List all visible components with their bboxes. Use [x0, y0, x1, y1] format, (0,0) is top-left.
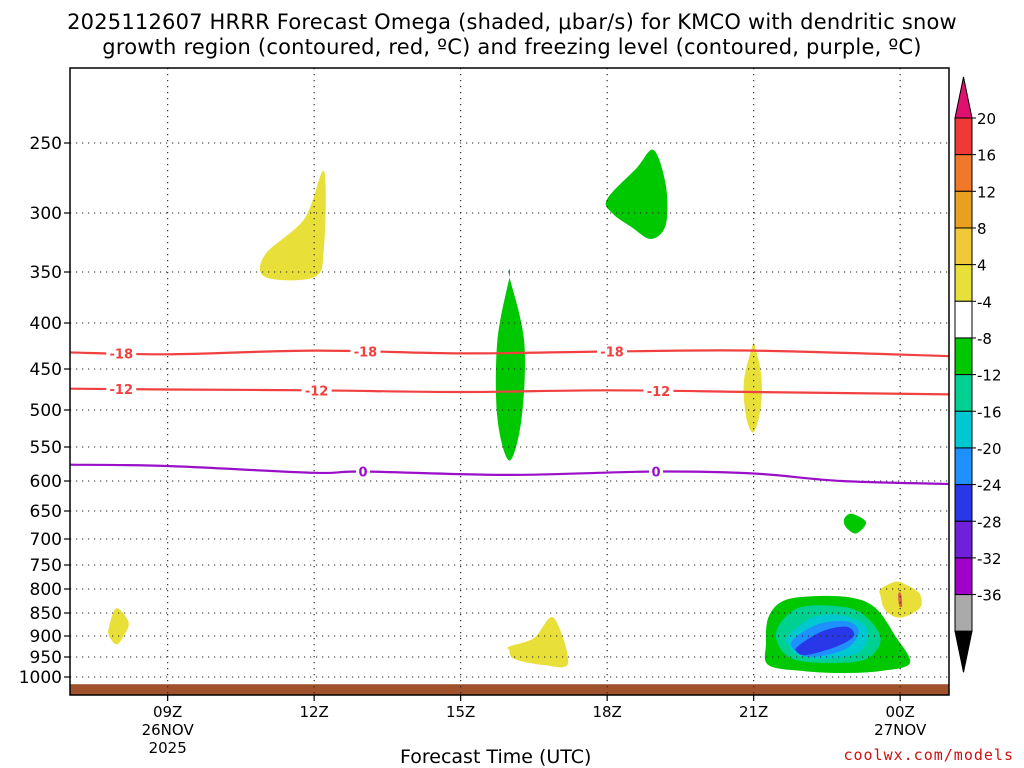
- colorbar-swatch-9: [954, 447, 973, 486]
- x-tick-label-18Z-0: 18Z: [592, 703, 621, 721]
- colorbar-swatch-11: [954, 520, 973, 559]
- ground-fill: [70, 684, 949, 695]
- contour-label-bg-dgz-minus-18-0: [106, 346, 137, 361]
- colorbar-label-4: 4: [977, 257, 987, 275]
- x-tick-label-15Z-0: 15Z: [446, 703, 475, 721]
- colorbar-label-5: -4: [977, 293, 992, 311]
- omega-region-upward-yellow-930hpa-16z: [507, 617, 569, 668]
- colorbar-swatch-0: [954, 117, 973, 156]
- y-tick-label-400: 400: [30, 314, 62, 334]
- contour-label-freezing-level-0: 0: [358, 465, 367, 480]
- colorbar-swatch-1: [954, 154, 973, 192]
- contour-label-bg-freezing-level-1: [649, 464, 663, 479]
- colorbar-label-13: -36: [977, 587, 1002, 605]
- colorbar-label-2: 12: [977, 183, 996, 201]
- y-tick-label-350: 350: [30, 263, 62, 283]
- chart-title-line-1: 2025112607 HRRR Forecast Omega (shaded, …: [67, 10, 957, 34]
- omega-region-downward-darkblue-22z: [795, 626, 855, 656]
- colorbar-swatch-4: [954, 264, 973, 302]
- colorbar-swatch-3: [954, 227, 973, 266]
- contour-label-dgz-minus-18-0: -18: [110, 347, 134, 362]
- x-tick-label-09Z-0: 09Z: [153, 703, 182, 721]
- colorbar-swatch-2: [954, 190, 973, 229]
- colorbar-label-11: -28: [977, 513, 1002, 531]
- contour-label-bg-dgz-minus-12-1: [301, 383, 332, 398]
- omega-colorbar: 20 16 12 8 4 -4 -8 -12 -16 -20 -24 -28 -32 -36: [954, 76, 1002, 673]
- colorbar-bottom-arrow: [954, 630, 973, 673]
- colorbar-label-8: -16: [977, 403, 1002, 421]
- credit-text: coolwx.com/models: [843, 746, 1014, 764]
- x-tick-label-21Z-0: 21Z: [739, 703, 768, 721]
- x-tick-label-09Z-1: 26NOV: [142, 721, 195, 739]
- contour-label-bg-freezing-level-0: [356, 464, 370, 479]
- x-tick-label-00Z-1: 27NOV: [874, 721, 927, 739]
- omega-shading-layer: [108, 149, 922, 673]
- colorbar-label-0: 20: [977, 110, 996, 128]
- colorbar-label-6: -8: [977, 330, 992, 348]
- contour-label-bg-dgz-minus-12-0: [106, 382, 137, 397]
- y-tick-label-450: 450: [30, 360, 62, 380]
- colorbar-swatch-7: [954, 374, 973, 412]
- y-tick-label-650: 650: [30, 502, 62, 522]
- ground-layer: [70, 684, 949, 695]
- omega-region-downward-green-675hpa: [843, 513, 867, 534]
- gridlines: [70, 68, 949, 695]
- y-tick-label-750: 750: [30, 556, 62, 576]
- y-tick-label-300: 300: [30, 204, 62, 224]
- contour-label-dgz-minus-18-1: -18: [354, 346, 378, 361]
- contour-dgz-minus-18: [69, 349, 950, 358]
- y-tick-label-550: 550: [30, 438, 62, 458]
- colorbar-label-10: -24: [977, 477, 1002, 495]
- colorbar-swatch-12: [954, 557, 973, 596]
- y-tick-label-700: 700: [30, 530, 62, 550]
- contour-freezing-level: [69, 463, 950, 486]
- x-tick-label-12Z-0: 12Z: [299, 703, 328, 721]
- colorbar-label-7: -12: [977, 367, 1002, 385]
- colorbar-label-9: -20: [977, 440, 1002, 458]
- colorbar-swatch-13: [954, 594, 973, 632]
- y-tick-label-250: 250: [30, 134, 62, 154]
- omega-region-upward-yellow-21z: [743, 336, 762, 433]
- colorbar-swatch-6: [954, 337, 973, 376]
- colorbar-swatch-10: [954, 484, 973, 522]
- axes-ticks: 250 300 350 400 450 500 550 600 650 700 750 800 850 9…: [19, 134, 927, 757]
- y-tick-label-950: 950: [30, 648, 62, 668]
- contour-label-bg-dgz-minus-18-1: [350, 344, 381, 359]
- colorbar-label-1: 16: [977, 147, 996, 165]
- omega-region-upward-yellow-880hpa-08z: [108, 608, 129, 645]
- contour-label-dgz-minus-12-0: -12: [110, 383, 134, 398]
- contour-dgz-minus-12: [69, 387, 950, 396]
- omega-region-red-spot-820hpa: [898, 592, 903, 608]
- y-tick-label-900: 900: [30, 627, 62, 647]
- colorbar-label-12: -32: [977, 550, 1002, 568]
- y-tick-label-600: 600: [30, 472, 62, 492]
- y-tick-label-1000: 1000: [19, 668, 62, 688]
- temperature-contours: -18 -18 -18 -12 -12 -12 0 0: [69, 344, 950, 486]
- contour-label-bg-dgz-minus-18-2: [597, 344, 628, 359]
- contour-label-freezing-level-1: 0: [651, 465, 660, 480]
- chart-title-line-2: growth region (contoured, red, ºC) and f…: [102, 35, 922, 59]
- colorbar-swatch-8: [954, 410, 973, 449]
- y-tick-label-800: 800: [30, 580, 62, 600]
- y-tick-label-850: 850: [30, 604, 62, 624]
- omega-region-downward-green-column-16z: [495, 269, 525, 461]
- contour-label-dgz-minus-12-2: -12: [647, 385, 671, 400]
- colorbar-label-3: 8: [977, 220, 987, 238]
- contour-label-dgz-minus-12-1: -12: [305, 384, 329, 399]
- plot-frame: [69, 67, 950, 696]
- colorbar-swatch-5: [954, 300, 973, 339]
- x-axis-label: Forecast Time (UTC): [400, 746, 592, 768]
- omega-region-upward-yellow-300hpa: [259, 170, 326, 281]
- contour-label-dgz-minus-18-2: -18: [600, 345, 624, 360]
- y-tick-label-500: 500: [30, 401, 62, 421]
- contour-label-bg-dgz-minus-12-2: [643, 383, 674, 398]
- x-tick-label-09Z-2: 2025: [149, 739, 187, 757]
- omega-region-downward-green-290hpa: [605, 149, 668, 240]
- x-tick-label-00Z-0: 00Z: [885, 703, 914, 721]
- colorbar-top-arrow: [954, 76, 973, 119]
